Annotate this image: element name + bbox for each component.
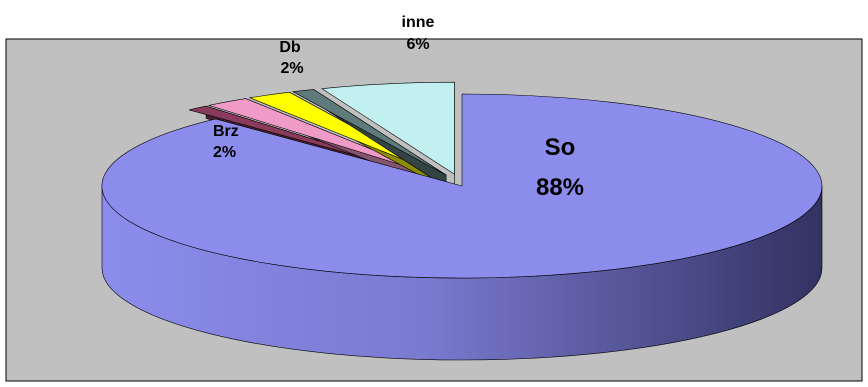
slice-label-so: So bbox=[545, 134, 576, 161]
slice-label-inne: inne bbox=[402, 14, 435, 31]
slice-db bbox=[248, 91, 444, 189]
slice-label-brz: Brz bbox=[213, 123, 239, 140]
slice-pct-db: 2% bbox=[280, 60, 303, 77]
slice-label-db: Db bbox=[279, 39, 301, 56]
slice-pct-inne: 6% bbox=[406, 36, 429, 53]
slice-pct-so: 88% bbox=[536, 174, 584, 201]
slice-inne bbox=[321, 81, 455, 187]
slice-so bbox=[101, 93, 823, 361]
slice-pct-brz: 2% bbox=[213, 144, 236, 161]
